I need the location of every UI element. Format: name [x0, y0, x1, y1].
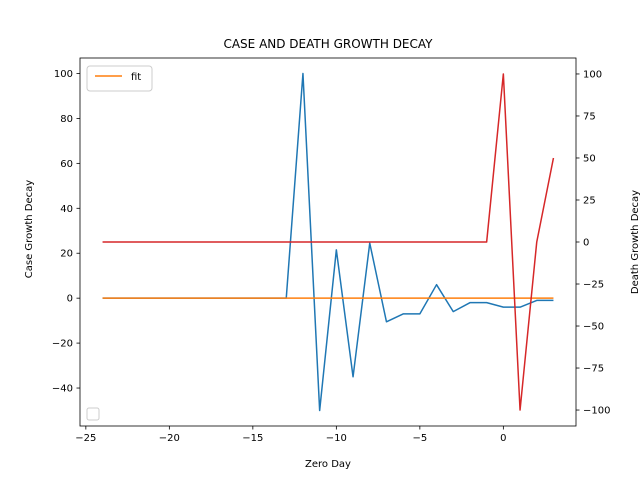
y-axis-label-right: Death Growth Decay	[630, 190, 640, 294]
y-tick-label-right: 100	[583, 69, 602, 80]
y-tick-label-right: 75	[583, 111, 596, 122]
y-tick-label-left: 80	[60, 114, 73, 125]
y-tick-label-left: 0	[67, 294, 73, 305]
y-tick-label-right: −100	[583, 406, 610, 417]
axes: −25 −20 −15 −10 −5 0−40−20020406080100−100−75…	[52, 57, 610, 444]
y-tick-label-left: 60	[60, 159, 73, 170]
x-tick-label: 0	[500, 433, 506, 444]
x-tick-label: −10	[326, 433, 347, 444]
y-tick-label-right: −25	[583, 280, 604, 291]
y-tick-label-left: 40	[60, 204, 73, 215]
x-tick-label: −20	[159, 433, 180, 444]
y-tick-label-left: 20	[60, 249, 73, 260]
legend-fit-label: fit	[131, 72, 141, 83]
y-tick-label-right: −50	[583, 322, 604, 333]
legend-box	[86, 65, 153, 92]
x-tick-label: −5	[412, 433, 427, 444]
series-lines	[102, 72, 555, 412]
y-tick-label-right: 25	[583, 195, 596, 206]
y-tick-label-left: −20	[52, 339, 73, 350]
y-tick-label-left: −40	[52, 384, 73, 395]
x-tick-label: −15	[242, 433, 263, 444]
chart-title: CASE AND DEATH GROWTH DECAY	[223, 37, 433, 51]
empty-legend-box	[86, 407, 100, 421]
y-tick-label-left: 100	[54, 69, 73, 80]
series-line-right-2	[102, 73, 555, 411]
y-tick-label-right: −75	[583, 364, 604, 375]
y-tick-label-right: 0	[583, 238, 589, 249]
x-tick-label: −25	[75, 433, 96, 444]
x-axis-label: Zero Day	[305, 459, 351, 470]
y-axis-label-left: Case Growth Decay	[24, 180, 35, 279]
y-tick-label-right: 50	[583, 153, 596, 164]
legend: fit	[86, 65, 153, 92]
